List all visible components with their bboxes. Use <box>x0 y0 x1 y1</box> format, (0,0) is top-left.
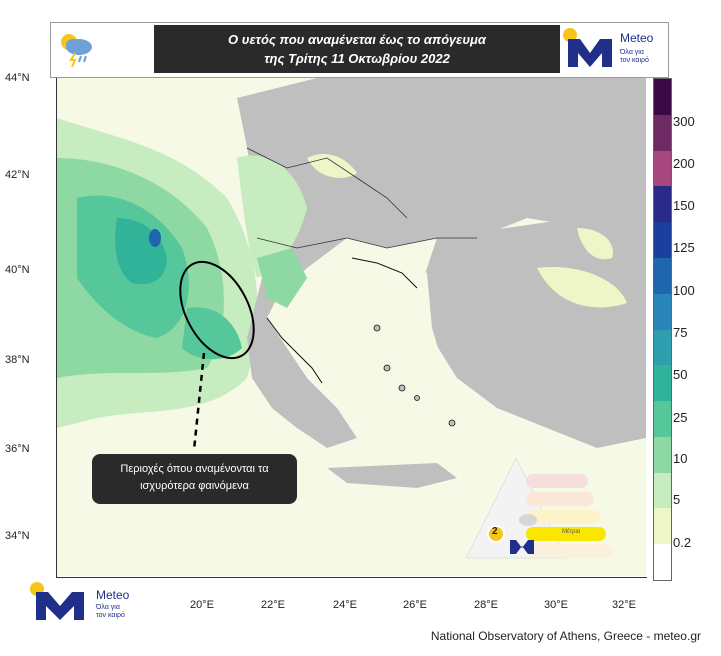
colorbar-segment <box>654 186 671 223</box>
title-line-2: της Τρίτης 11 Οκτωβρίου 2022 <box>264 51 450 66</box>
colorbar-segment <box>654 544 671 581</box>
callout-line-2: ισχυρότερα φαινόμενα <box>140 480 249 492</box>
precip-land-5 <box>577 228 613 260</box>
colorbar-segment <box>654 150 671 187</box>
warning-level-label: Μέτρια <box>562 529 581 535</box>
colorbar-segment <box>654 329 671 366</box>
colorbar-label: 200 <box>673 156 695 171</box>
land-crete <box>327 463 457 488</box>
warning-scale-graphic: 2 Μέτρια <box>465 456 626 566</box>
title-line-1: Ο υετός που αναμένεται έως το απόγευμα <box>228 32 486 47</box>
map-bottom-axis <box>56 577 647 578</box>
precip-zone-50b <box>182 307 242 360</box>
lat-label: 40°N <box>5 264 30 276</box>
header-title: Ο υετός που αναμένεται έως το απόγευμα τ… <box>154 25 560 73</box>
map-left-axis <box>56 78 57 578</box>
highlight-ellipse <box>179 260 255 360</box>
lon-label: 30°E <box>544 599 568 611</box>
lon-label: 20°E <box>190 599 214 611</box>
colorbar-label: 125 <box>673 240 695 255</box>
colorbar-segment <box>654 114 671 152</box>
credit-text: National Observatory of Athens, Greece -… <box>430 629 701 643</box>
colorbar-segment <box>654 508 671 545</box>
lat-label: 34°N <box>5 530 30 542</box>
colorbar-label: 25 <box>673 410 688 425</box>
colorbar-label: 5 <box>673 492 681 507</box>
meteo-logo-top: Meteo Όλα για τον καιρό <box>562 27 662 73</box>
warning-level-number: 2 <box>492 526 498 537</box>
land-anatolia <box>417 208 646 448</box>
colorbar-segment <box>654 365 671 402</box>
logo-tagline-1: Όλα για <box>96 604 120 611</box>
lat-label: 36°N <box>5 443 30 455</box>
colorbar-label: 50 <box>673 367 688 382</box>
lon-label: 32°E <box>612 599 636 611</box>
lat-label: 44°N <box>5 72 30 84</box>
callout-pointer <box>192 352 206 451</box>
logo-tagline-1: Όλα για <box>620 49 644 56</box>
logo-name: Meteo <box>96 588 130 602</box>
colorbar-label: 100 <box>673 283 695 298</box>
lat-label: 42°N <box>5 169 30 181</box>
colorbar-segment <box>654 79 671 116</box>
colorbar-segment <box>654 401 671 438</box>
lon-label: 24°E <box>333 599 357 611</box>
colorbar-segment <box>654 257 671 295</box>
colorbar-label: 300 <box>673 114 695 129</box>
land-adriatic-coast <box>147 78 247 158</box>
precip-land-10 <box>237 155 307 278</box>
precip-zone-125 <box>149 229 161 247</box>
aegean-sea <box>347 243 447 438</box>
logo-tagline-2: τον καιρό <box>96 612 125 619</box>
header-banner: Ο υετός που αναμένεται έως το απόγευμα τ… <box>50 22 669 78</box>
colorbar-label: 150 <box>673 198 695 213</box>
colorbar-segment <box>654 293 671 330</box>
precip-land-25 <box>257 248 307 308</box>
colorbar-segment <box>654 222 671 259</box>
precip-land-5b <box>537 267 627 308</box>
colorbar-label: 0.2 <box>673 535 692 550</box>
precipitation-map <box>57 78 646 576</box>
colorbar <box>653 78 672 581</box>
meteo-logo-bottom: Meteo Όλα για τον καιρό <box>28 580 158 624</box>
lon-label: 26°E <box>403 599 427 611</box>
rain-cloud-icon <box>57 29 97 74</box>
colorbar-label: 75 <box>673 325 688 340</box>
colorbar-segment <box>654 436 671 474</box>
callout-box: Περιοχές όπου αναμένονται τα ισχυρότερα … <box>92 454 297 504</box>
logo-name: Meteo <box>620 31 654 45</box>
logo-tagline-2: τον καιρό <box>620 57 649 64</box>
lon-label: 28°E <box>474 599 498 611</box>
colorbar-segment <box>654 472 671 509</box>
lon-label: 22°E <box>261 599 285 611</box>
lat-label: 38°N <box>5 354 30 366</box>
colorbar-label: 10 <box>673 451 688 466</box>
callout-line-1: Περιοχές όπου αναμένονται τα <box>120 463 269 475</box>
